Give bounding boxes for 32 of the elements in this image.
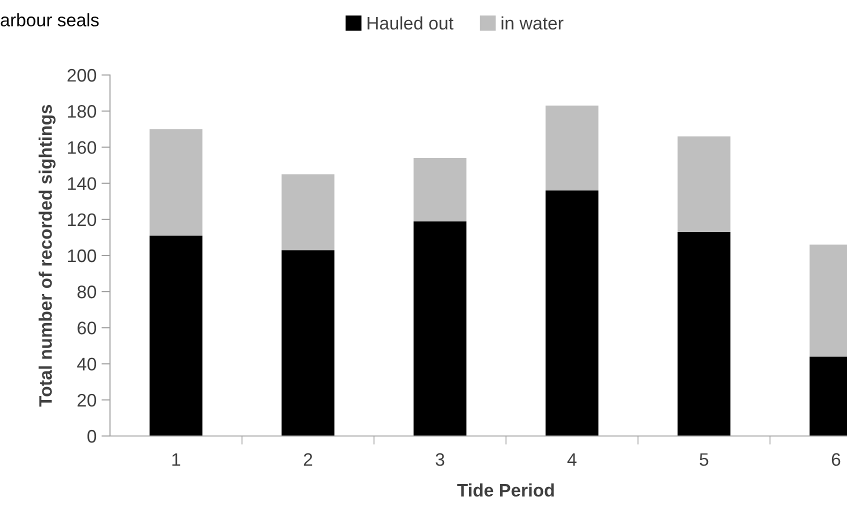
x-tick-label: 4 xyxy=(567,453,576,466)
y-tick-label: 200 xyxy=(68,68,96,82)
y-tick-label: 140 xyxy=(68,177,96,190)
y-tick-label: 80 xyxy=(78,286,96,298)
x-tick-label: 1 xyxy=(172,453,180,466)
y-tick-label: 20 xyxy=(78,394,96,407)
y-tick-label: 40 xyxy=(77,358,96,371)
y-tick-label: 120 xyxy=(68,213,96,226)
chart-title: arbour seals xyxy=(0,13,99,26)
bar xyxy=(282,250,334,436)
y-tick-label: 60 xyxy=(78,322,96,334)
y-tick-label: 100 xyxy=(68,249,96,262)
bar xyxy=(150,129,202,236)
bar xyxy=(678,136,730,232)
y-tick-label: 180 xyxy=(68,105,96,118)
y-tick-label: 160 xyxy=(68,141,96,154)
bar xyxy=(546,190,598,436)
x-tick-label: 3 xyxy=(436,453,444,466)
bar xyxy=(282,174,334,250)
legend-label: Hauled out xyxy=(368,16,454,30)
bar xyxy=(414,221,466,436)
y-axis-title: Total number of recorded sightings xyxy=(38,104,56,407)
x-tick-label: 5 xyxy=(700,453,708,466)
bar xyxy=(678,232,730,436)
bar xyxy=(150,236,202,436)
bar xyxy=(546,106,598,191)
x-axis-title: Tide Period xyxy=(457,483,554,497)
bar xyxy=(414,158,466,222)
legend-label: in water xyxy=(502,16,564,30)
y-tick-label: 0 xyxy=(87,430,96,443)
x-tick-label: 2 xyxy=(304,453,312,466)
x-tick-label: 6 xyxy=(832,453,840,466)
